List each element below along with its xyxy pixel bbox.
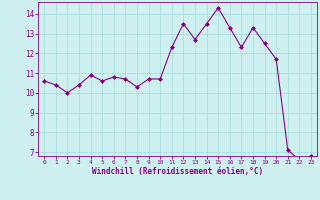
X-axis label: Windchill (Refroidissement éolien,°C): Windchill (Refroidissement éolien,°C) xyxy=(92,167,263,176)
